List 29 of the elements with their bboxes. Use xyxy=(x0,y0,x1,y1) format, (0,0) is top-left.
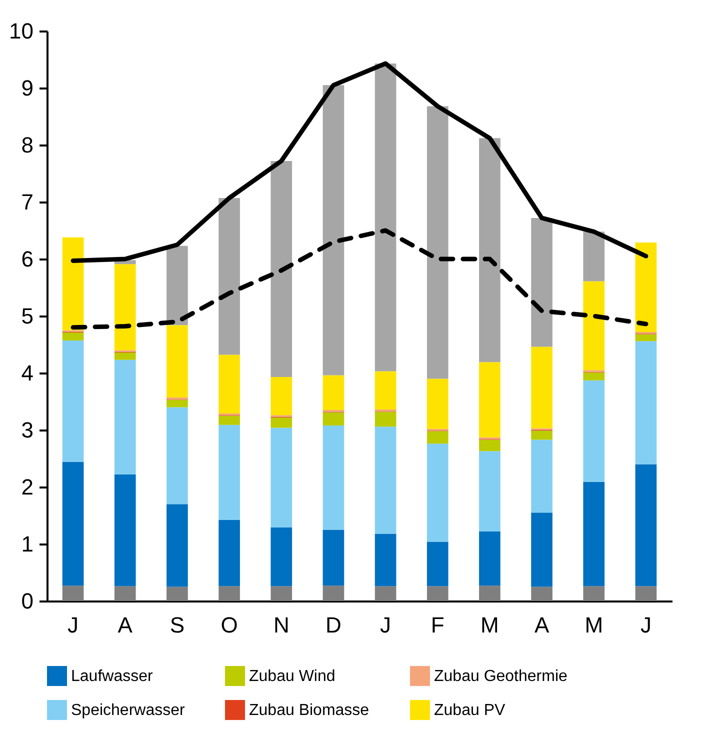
legend-label: Speicherwasser xyxy=(71,702,186,719)
legend-label: Laufwasser xyxy=(71,668,154,685)
x-tick-label: A xyxy=(534,612,550,638)
y-tick-label: 0 xyxy=(21,588,34,614)
y-tick-label: 2 xyxy=(21,474,34,500)
y-tick-label: 7 xyxy=(21,190,34,214)
y-tick-label: 8 xyxy=(21,132,34,158)
y-tick-label: 5 xyxy=(21,304,34,328)
legend-label: Zubau Geothermie xyxy=(434,668,568,685)
legend-label: Zubau PV xyxy=(434,702,506,719)
y-tick-label: 9 xyxy=(21,76,34,100)
y-tick-label: 4 xyxy=(21,360,34,386)
x-tick-label: M xyxy=(480,612,499,638)
x-tick-label: J xyxy=(380,612,392,638)
x-tick-label: J xyxy=(68,612,79,638)
x-tick-label: N xyxy=(273,612,290,638)
y-tick-label: 3 xyxy=(21,418,34,442)
x-tick-label: J xyxy=(640,612,652,638)
legend-label: Zubau Wind xyxy=(249,668,336,685)
x-tick-label: O xyxy=(220,612,238,638)
x-tick-label: D xyxy=(326,612,342,638)
x-tick-label: S xyxy=(170,612,185,638)
x-tick-label: M xyxy=(584,612,604,638)
legend-label: Zubau Biomasse xyxy=(249,702,370,719)
x-tick-label: F xyxy=(430,612,444,638)
y-tick-label: 6 xyxy=(21,246,34,272)
y-tick-label: 10 xyxy=(9,18,34,44)
x-tick-label: A xyxy=(118,612,133,638)
y-tick-label: 1 xyxy=(21,532,34,556)
